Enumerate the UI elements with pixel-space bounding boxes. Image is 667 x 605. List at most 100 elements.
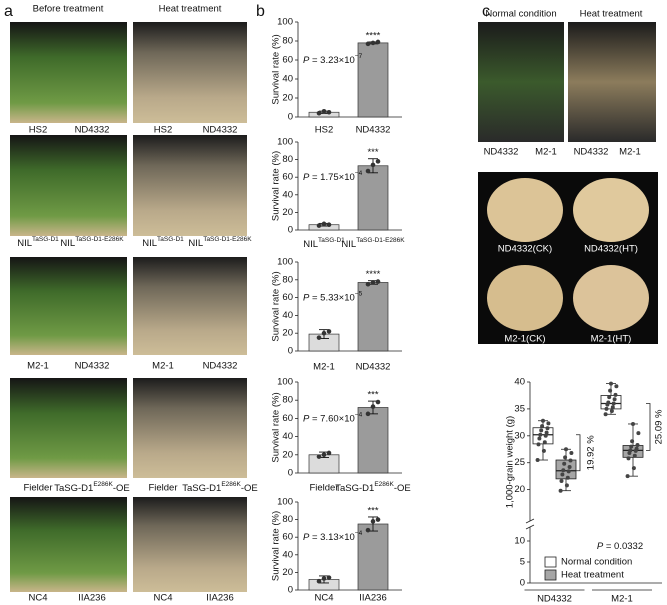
x-tick-label-part: -OE (394, 483, 411, 494)
y-tick-label: 5 (520, 557, 525, 568)
photo-caption-part: TaSG-D1-E286K (75, 236, 124, 243)
data-point (564, 483, 569, 488)
column-header: Before treatment (33, 4, 104, 15)
annotation: 19.92 % (586, 435, 597, 470)
y-tick-label: 25 (514, 457, 525, 468)
data-point (559, 479, 564, 484)
data-point (316, 454, 322, 459)
photo-caption-part: E286K (221, 481, 241, 488)
data-point (316, 335, 322, 340)
photo-caption: HS2 (29, 125, 47, 136)
data-point (612, 397, 617, 402)
data-point (375, 159, 381, 164)
y-tick-label: 0 (288, 585, 293, 596)
photo-caption: Fielder (148, 483, 177, 494)
y-axis-label: Survival rate (%) (271, 151, 282, 221)
photo-caption-part: -OE (113, 483, 130, 494)
data-point (321, 330, 327, 336)
bar (357, 165, 389, 231)
significance: *** (367, 390, 378, 401)
p-value: P = 5.33×10−5 (303, 290, 363, 303)
significance: *** (367, 147, 378, 158)
p-value-part: = 3.23×10 (309, 55, 354, 66)
data-point (321, 109, 327, 114)
axis-break (525, 524, 535, 530)
data-point (630, 439, 635, 444)
data-point (365, 281, 371, 287)
photo (133, 257, 247, 355)
photo-caption: NILTaSG-D1 (17, 236, 59, 249)
data-point (560, 472, 565, 477)
data-point (604, 406, 609, 411)
data-point (628, 448, 633, 453)
grain-pile (487, 265, 563, 331)
y-tick-label: 60 (282, 172, 293, 183)
data-point (541, 448, 546, 453)
plant-caption: ND4332 (484, 147, 519, 158)
data-point (538, 432, 543, 437)
data-point (541, 418, 545, 423)
y-tick-label: 40 (282, 74, 293, 85)
significance: **** (366, 30, 381, 41)
p-value-part: −5 (355, 290, 363, 297)
photo-caption: ND4332 (203, 361, 238, 372)
data-point (565, 475, 570, 480)
y-tick-label: 60 (282, 532, 293, 543)
column-header: Heat treatment (580, 9, 643, 20)
data-point (629, 444, 634, 449)
y-tick-label: 40 (282, 431, 293, 442)
photo-caption-part: TaSG-D1 (182, 483, 221, 494)
y-tick-label: 20 (282, 207, 293, 218)
grain-pile (487, 178, 563, 242)
data-point (536, 442, 541, 447)
y-tick-label: 20 (282, 567, 293, 578)
x-tick-label: M2-1 (611, 594, 633, 605)
photo-caption: TaSG-D1E286K-OE (182, 481, 258, 494)
photo (478, 22, 564, 142)
data-point (375, 517, 381, 522)
data-point (631, 421, 635, 426)
significance: *** (367, 505, 378, 516)
data-point (611, 401, 616, 406)
photo-caption-part: -OE (241, 483, 258, 494)
y-tick-label: 100 (277, 497, 293, 508)
y-tick-label: 40 (282, 549, 293, 560)
photo-caption-part: TaSG-D1-E286K (203, 236, 252, 243)
data-point (631, 466, 636, 471)
p-value: P = 1.75×10−4 (303, 170, 363, 183)
photo-caption: NILTaSG-D1 (142, 236, 184, 249)
p-value: P = 0.0332 (597, 541, 643, 552)
data-point (626, 456, 631, 461)
p-value-part: = 5.33×10 (309, 292, 354, 303)
photo-caption: M2-1 (27, 361, 49, 372)
y-tick-label: 0 (288, 225, 293, 236)
photo-caption: IIA236 (206, 593, 233, 604)
photo (10, 497, 127, 592)
box (555, 459, 577, 480)
photo (10, 378, 127, 478)
plant-caption: M2-1 (535, 147, 557, 158)
data-point (326, 450, 332, 456)
x-tick-label: Fielder (309, 483, 338, 494)
legend-label: Heat treatment (561, 570, 624, 581)
p-value-part: = 1.75×10 (309, 172, 354, 183)
data-point (370, 280, 376, 285)
data-point (562, 461, 567, 466)
photo (133, 22, 247, 123)
data-point (535, 458, 540, 463)
data-point (546, 421, 551, 426)
y-tick-label: 80 (282, 154, 293, 165)
y-tick-label: 100 (277, 137, 293, 148)
annotation: 25.09 % (654, 409, 665, 444)
x-tick-label: ND4332 (356, 125, 391, 136)
photo-caption: NILTaSG-D1-E286K (60, 236, 124, 249)
grain-label: M2-1(HT) (591, 334, 632, 345)
data-point (316, 110, 322, 116)
data-point (370, 404, 376, 409)
x-tick-label-part: NIL (303, 239, 318, 250)
data-point (606, 400, 611, 405)
column-header: Heat treatment (159, 4, 222, 15)
grain-label: ND4332(CK) (498, 244, 552, 255)
data-point (609, 381, 613, 386)
y-axis-label: Survival rate (%) (271, 34, 282, 104)
